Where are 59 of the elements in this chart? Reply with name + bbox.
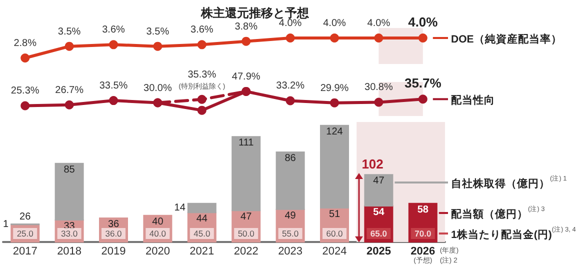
text: DOE（純資産配当率） (451, 32, 562, 46)
data-label: 14 (174, 202, 186, 214)
data-label: 85 (64, 164, 76, 176)
data-label: 124 (326, 126, 344, 138)
data-label: 65.0 (370, 228, 388, 238)
data-label: 111 (238, 138, 254, 149)
data-label: 47 (373, 176, 385, 187)
x-tick-label: 2020 (145, 246, 170, 258)
x-tick-label: 2021 (190, 246, 214, 258)
data-label: 44 (196, 214, 208, 225)
data-label: 3.6% (190, 24, 214, 36)
x-tick-label: 2022 (234, 246, 258, 258)
data-label: 47.9% (232, 71, 260, 82)
x-tick-label: 2018 (57, 246, 82, 258)
data-label: 58 (417, 204, 429, 216)
data-label: 30.8% (364, 82, 393, 94)
text: 配当性向 (451, 94, 495, 107)
data-label: 54 (373, 207, 385, 218)
total-label: 102 (362, 156, 384, 172)
data-label: 40.0 (149, 228, 166, 238)
data-label: 29.9% (320, 82, 349, 94)
x-tick-label: 2025 (366, 246, 391, 258)
data-label: 51 (328, 209, 340, 220)
x-tick-label: 2017 (12, 246, 38, 258)
data-label: 35.7% (404, 76, 442, 91)
data-label: 1 (3, 218, 10, 230)
data-label: 33.5% (99, 80, 128, 92)
data-label: 4.0% (323, 18, 346, 29)
data-label: 3.6% (102, 24, 126, 36)
x-tick-label: 2019 (101, 246, 126, 258)
data-label: 25.3% (10, 86, 40, 97)
data-label: 50.0 (238, 228, 255, 238)
x-tick-label: 2023 (278, 246, 303, 258)
data-label: 3.5% (58, 26, 81, 38)
x-tick-label: 2024 (322, 246, 347, 258)
data-label: 35.3% (188, 69, 216, 80)
data-label: 26 (20, 212, 32, 223)
data-label: 33.2% (276, 80, 305, 92)
data-label: 25.0 (16, 228, 34, 238)
data-label: 4.0% (408, 14, 438, 30)
data-label: 3.5% (146, 26, 170, 38)
data-label: 60.0 (326, 228, 344, 238)
data-label: 70.0 (414, 228, 432, 238)
data-label: 45.0 (194, 228, 210, 238)
x-tick-label: 2026 (410, 246, 436, 258)
data-label: 55.0 (282, 228, 299, 238)
data-label: 86 (284, 153, 296, 164)
data-label: 40 (152, 216, 164, 228)
data-label: 47 (240, 212, 252, 223)
data-label: 26.7% (55, 84, 84, 96)
data-label: 4.0% (278, 18, 302, 29)
data-label: 36 (108, 219, 120, 230)
chart-title: 株主還元推移と予想 (200, 6, 310, 20)
data-label: 30.0% (144, 82, 172, 94)
data-label: 4.0% (367, 18, 390, 29)
data-label: 2.8% (14, 38, 37, 49)
data-label: 36.0 (105, 228, 122, 238)
data-label: 3.8% (234, 21, 258, 32)
data-label: 49 (284, 210, 296, 222)
